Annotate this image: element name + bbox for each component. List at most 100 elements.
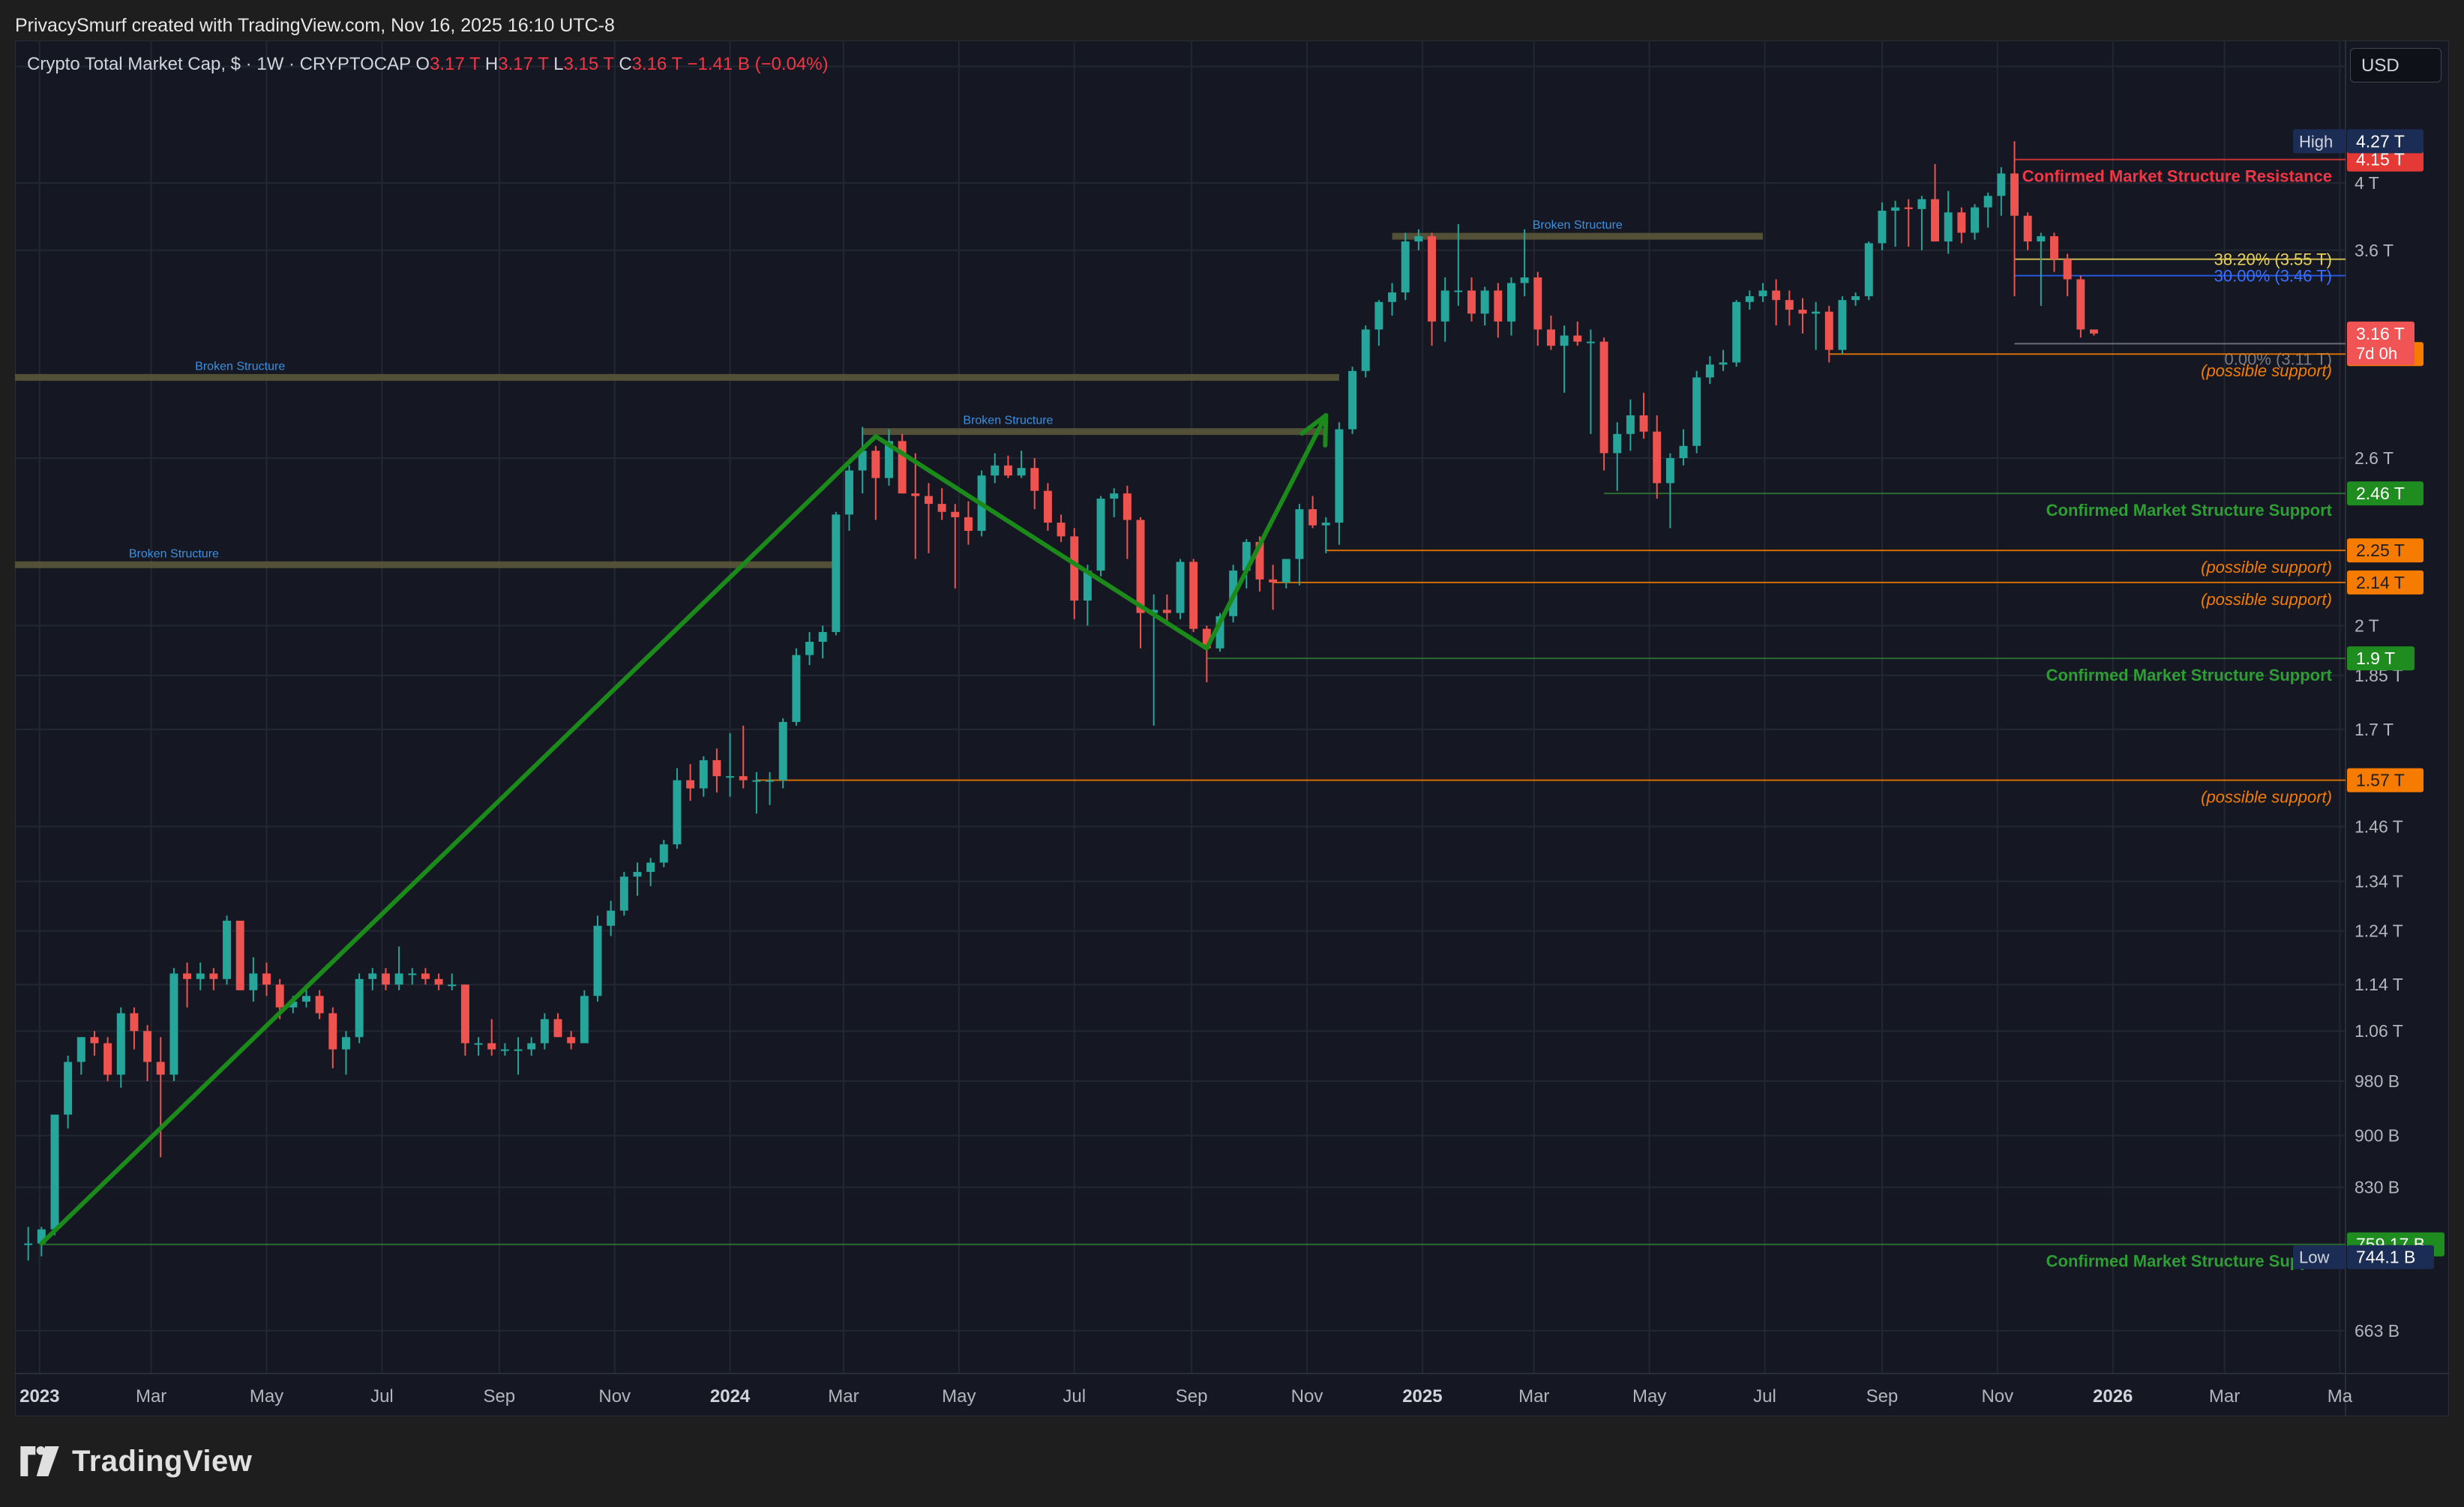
x-tick-label: 2023 (19, 1386, 59, 1407)
open-label: O (415, 54, 430, 74)
candle-body (1917, 199, 1926, 209)
level-label: (possible support) (2201, 361, 2332, 380)
y-tick-label: 663 B (2355, 1321, 2400, 1341)
x-axis: 2023 Mar May Jul Sep Nov 2024 Mar May Jul Sep Nov 20… (19, 1386, 2353, 1407)
y-tick-label: 4 T (2355, 173, 2379, 193)
level-price-tag-bg (2347, 646, 2415, 671)
extreme-price-tag: 4.27 T (2356, 131, 2405, 151)
candle-body (368, 973, 377, 979)
candle-body (1176, 562, 1185, 613)
candle-body (1295, 509, 1304, 559)
candle-body (342, 1037, 350, 1050)
candle-body (1851, 296, 1860, 301)
tradingview-logo-icon (20, 1446, 59, 1476)
candle-body (1719, 362, 1728, 365)
x-tick-label: Mar (828, 1386, 859, 1407)
level-label: Confirmed Market Structure Support (2046, 666, 2333, 685)
candle-body (1150, 610, 1159, 613)
candle-body (1944, 212, 1953, 242)
x-tick-label: Nov (1981, 1386, 2013, 1407)
candle-body (302, 996, 310, 1002)
candle-body (487, 1043, 496, 1050)
candle-body (699, 759, 708, 789)
candle-body (130, 1013, 139, 1032)
trend-arrow-line (39, 433, 878, 1246)
candle-body (911, 493, 920, 496)
candle-body (673, 780, 682, 845)
x-tick-label: May (1632, 1386, 1666, 1407)
candle-body (1599, 341, 1608, 454)
horizontal-levels: Confirmed Market Structure Resistance 38.… (41, 158, 2346, 1271)
level-label: (possible support) (2201, 558, 2332, 577)
y-tick-label: 2.6 T (2355, 448, 2394, 468)
level-label: Confirmed Market Structure Resistance (2022, 167, 2332, 186)
candle-body (1030, 468, 1039, 491)
candle-body (1613, 433, 1622, 454)
y-tick-label: 2 T (2355, 616, 2379, 635)
candle-body (766, 780, 775, 782)
candle-body (249, 973, 258, 990)
broken-structure-label: Broken Structure (1533, 219, 1623, 232)
candle-body (858, 451, 867, 471)
candle-body (1428, 236, 1436, 322)
x-tick-label: Sep (1176, 1386, 1208, 1407)
candle-body (1281, 559, 1290, 583)
high-value: 3.17 T (498, 54, 549, 74)
candle-body (90, 1037, 99, 1044)
candle-body (1997, 173, 2006, 196)
candle-body (1878, 211, 1887, 244)
candle-body (1931, 199, 1940, 242)
candle-body (1335, 429, 1344, 523)
x-tick-label: Nov (1291, 1386, 1323, 1407)
x-tick-label: Sep (483, 1386, 515, 1407)
trend-arrow-head (1299, 412, 1329, 448)
candle-body (925, 496, 933, 505)
y-tick-label: 900 B (2355, 1126, 2400, 1146)
symbol-name: Crypto Total Market Cap, $ · 1W · CRYPTO… (27, 54, 411, 74)
candle-body (500, 1049, 509, 1051)
candle-body (1096, 499, 1105, 571)
candle-body (712, 759, 721, 777)
candle-body (1904, 207, 1913, 209)
candle-body (1838, 300, 1847, 350)
candle-body (1812, 311, 1821, 314)
level-price-tag: 2.46 T (2356, 484, 2405, 503)
candle-body (593, 925, 602, 996)
level-label: 30.00% (3.46 T) (2214, 267, 2332, 286)
candle-body (1110, 493, 1119, 499)
candle-body (381, 973, 390, 985)
attribution-text: PrivacySmurf created with TradingView.co… (15, 15, 615, 36)
tradingview-brand: TradingView (16, 1443, 252, 1480)
trend-arrows (39, 412, 1329, 1246)
y-axis: 663 B 830 B 900 B 980 B 1.06 T 1.14 T 1.24 T 1.… (2355, 57, 2403, 1341)
candle-body (1057, 523, 1066, 537)
candle-body (37, 1229, 46, 1244)
level-price-tag: 2.25 T (2356, 541, 2405, 560)
candle-body (421, 973, 430, 979)
x-tick-label: May (250, 1386, 283, 1407)
candle-body (50, 1114, 59, 1230)
candle-body (2076, 279, 2085, 330)
close-value: 3.16 T (631, 54, 682, 74)
candle-body (1824, 311, 1833, 350)
candle-body (792, 655, 801, 722)
candle-body (262, 973, 271, 985)
candle-body (1546, 329, 1555, 346)
candle-body (1136, 520, 1145, 613)
x-tick-label: 2026 (2093, 1386, 2133, 1407)
close-label: C (619, 54, 632, 74)
candle-body (103, 1043, 112, 1075)
level-price-tag-bg (2347, 481, 2424, 506)
candle-body (607, 910, 616, 926)
level-label: 38.20% (3.55 T) (2214, 250, 2332, 269)
x-tick-label: 2024 (710, 1386, 751, 1407)
price-tags: 4.15 T3.06 T2.46 T2.25 T2.14 T1.9 T1.57 … (2293, 129, 2445, 1269)
symbol-legend[interactable]: Crypto Total Market Cap, $ · 1W · CRYPTO… (27, 51, 829, 78)
currency-button[interactable]: USD (2350, 48, 2442, 82)
x-tick-label: 2025 (1402, 1386, 1442, 1407)
candle-body (845, 470, 853, 515)
candle-body (275, 984, 284, 1008)
extreme-prefix: Low (2299, 1248, 2329, 1267)
low-label: L (553, 54, 564, 74)
